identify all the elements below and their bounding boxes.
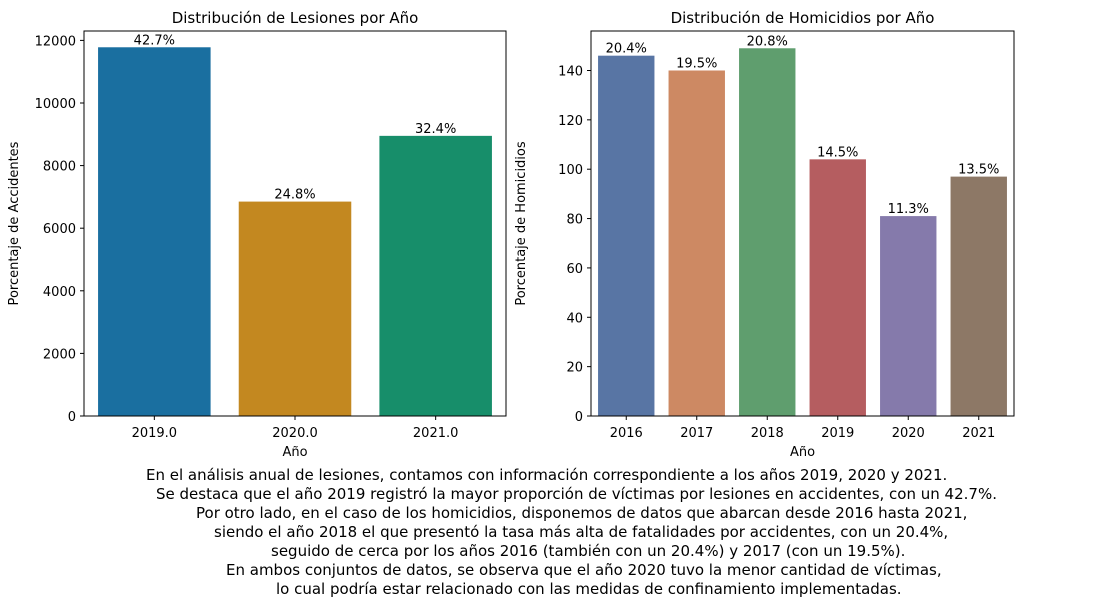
x-tick-label: 2016 <box>610 426 643 441</box>
x-axis-label: Año <box>790 445 815 460</box>
bar <box>950 176 1007 416</box>
y-tick-label: 0 <box>575 410 583 425</box>
bar-label: 13.5% <box>958 163 999 178</box>
x-tick-label: 2021.0 <box>413 426 459 441</box>
x-tick-label: 2019.0 <box>132 426 178 441</box>
caption-line-4: siendo el año 2018 el que presentó la ta… <box>214 523 949 541</box>
y-tick-label: 120 <box>558 114 583 129</box>
y-tick-label: 10000 <box>35 97 76 112</box>
caption-line-7: lo cual podría estar relacionado con las… <box>276 580 902 598</box>
y-tick-label: 12000 <box>35 34 76 49</box>
bar-label: 20.4% <box>606 42 647 57</box>
x-tick-label: 2017 <box>680 426 713 441</box>
bar-label: 19.5% <box>676 56 717 71</box>
y-tick-label: 0 <box>68 410 76 425</box>
bar <box>809 159 866 417</box>
caption-line-3: Por otro lado, en el caso de los homicid… <box>196 504 968 522</box>
x-axis-label: Año <box>282 445 307 460</box>
bar <box>739 48 796 417</box>
y-tick-label: 20 <box>566 361 583 376</box>
caption-line-6: En ambos conjuntos de datos, se observa … <box>226 561 942 579</box>
figure: 42.7% 2019.0 24.8% 2020.0 32.4% 2021.0 0 2000 40… <box>7 9 1015 460</box>
bar <box>98 47 211 416</box>
bar <box>598 55 655 417</box>
bar <box>668 70 725 416</box>
y-axis-label: Porcentaje de Accidentes <box>7 141 22 305</box>
x-tick-label: 2020 <box>892 426 925 441</box>
bar-label: 24.8% <box>274 188 315 203</box>
y-tick-label: 80 <box>566 213 583 228</box>
caption-line-2: Se destaca que el año 2019 registró la m… <box>156 485 997 503</box>
y-tick-label: 8000 <box>43 160 76 175</box>
x-tick-label: 2019 <box>821 426 854 441</box>
bar-label: 11.3% <box>888 202 929 217</box>
x-tick-label: 2018 <box>751 426 784 441</box>
y-axis-label: Porcentaje de Homicidios <box>514 141 529 306</box>
caption-line-1: En el análisis anual de lesiones, contam… <box>146 466 948 484</box>
y-tick-label: 6000 <box>43 222 76 237</box>
bar <box>238 201 352 416</box>
chart-1: 42.7% 2019.0 24.8% 2020.0 32.4% 2021.0 0 2000 40… <box>7 9 507 460</box>
y-tick-label: 60 <box>566 262 583 277</box>
y-tick-label: 2000 <box>43 347 76 362</box>
y-tick-label: 40 <box>566 311 583 326</box>
bar <box>880 216 937 416</box>
y-tick-label: 4000 <box>43 285 76 300</box>
bar-label: 14.5% <box>817 145 858 160</box>
x-tick-label: 2020.0 <box>272 426 318 441</box>
bar-label: 20.8% <box>747 34 788 49</box>
chart-2: 20.4% 2016 19.5% 2017 20.8% 2018 14.5% 2019 11.3… <box>514 9 1015 460</box>
x-tick-label: 2021 <box>962 426 995 441</box>
chart-title: Distribución de Lesiones por Año <box>172 9 419 27</box>
bar <box>379 135 492 416</box>
y-tick-label: 100 <box>558 163 583 178</box>
axes-frame <box>590 30 1015 417</box>
axes-frame <box>83 30 507 417</box>
bar-label: 42.7% <box>134 33 175 48</box>
chart-title: Distribución de Homicidios por Año <box>671 9 935 27</box>
caption-line-5: seguido de cerca por los años 2016 (tamb… <box>271 542 906 560</box>
y-tick-label: 140 <box>558 64 583 79</box>
bar-label: 32.4% <box>415 122 456 137</box>
